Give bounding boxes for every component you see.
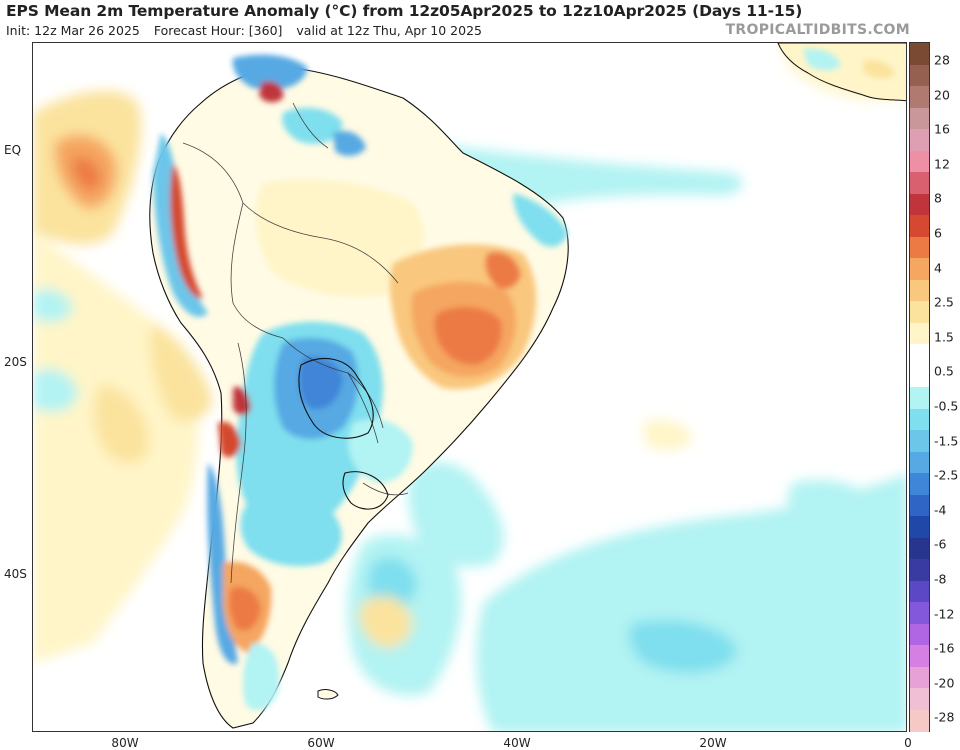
lat-label-40s: 40S: [4, 567, 27, 581]
colorbar-label: -4: [934, 502, 947, 518]
map-title: EPS Mean 2m Temperature Anomaly (°C) fro…: [6, 2, 803, 20]
colorbar-swatch: [910, 365, 929, 388]
colorbar-label: -12: [934, 606, 955, 622]
colorbar-swatch: [910, 623, 929, 646]
map-subtitle: Init: 12z Mar 26 2025 Forecast Hour: [36…: [6, 23, 492, 38]
colorbar-label: -16: [934, 640, 955, 656]
colorbar-label: -2.5: [934, 467, 959, 483]
colorbar-label: -6: [934, 536, 947, 552]
colorbar-label: -0.5: [934, 398, 959, 414]
land-anomaly-layer: [149, 54, 569, 729]
colorbar-swatch: [910, 559, 929, 581]
colorbar-swatch: [910, 86, 929, 108]
colorbar-swatch: [910, 473, 929, 495]
paraguay-outline: [298, 358, 374, 439]
colorbar-swatch: [910, 602, 929, 624]
colorbar-label: 1.5: [934, 329, 954, 345]
colorbar-swatch: [910, 150, 929, 173]
uruguay-outline: [342, 471, 389, 510]
lat-label-eq: EQ: [4, 143, 22, 157]
colorbar-label: 6: [934, 225, 942, 241]
colorbar-label: 0.5: [934, 363, 954, 379]
colorbar-label: -28: [934, 709, 955, 725]
colorbar-label: 2.5: [934, 294, 954, 310]
colorbar-label: -8: [934, 571, 947, 587]
colorbar-swatch: [910, 258, 929, 280]
colorbar-swatch: [910, 494, 929, 517]
colorbar-swatch: [910, 193, 929, 216]
colorbar-swatch: [910, 516, 929, 538]
colorbar-swatch: [910, 236, 929, 259]
colorbar-swatch: [910, 688, 929, 710]
colorbar-label: -1.5: [934, 433, 959, 449]
lon-label-80w: 80W: [111, 736, 139, 750]
ocean-anomaly-layer: [33, 43, 906, 731]
colorbar-swatch: [910, 537, 929, 560]
colorbar-swatch: [910, 107, 929, 130]
country-borders: [182, 102, 409, 584]
colorbar-label: 20: [934, 87, 950, 103]
colorbar-swatch: [910, 301, 929, 323]
colorbar-swatch: [910, 129, 929, 151]
colorbar-swatch: [910, 64, 929, 87]
lat-label-20s: 20S: [4, 355, 27, 369]
init-time: Init: 12z Mar 26 2025: [6, 23, 140, 38]
forecast-hour: Forecast Hour: [360]: [153, 23, 283, 38]
colorbar-swatch: [910, 344, 929, 366]
colorbar-label: 28: [934, 52, 950, 68]
colorbar-swatch: [910, 43, 929, 65]
colorbar-label: 4: [934, 260, 942, 276]
chart-header: EPS Mean 2m Temperature Anomaly (°C) fro…: [0, 0, 960, 42]
colorbar-swatch: [910, 645, 929, 667]
falkland-islands: [317, 689, 339, 700]
colorbar-swatch: [910, 387, 929, 409]
map-svg: [33, 43, 906, 731]
colorbar-swatch: [910, 215, 929, 237]
lon-label-40w: 40W: [503, 736, 531, 750]
colorbar-swatch: [910, 322, 929, 345]
colorbar-label: -20: [934, 675, 955, 691]
colorbar-swatch: [910, 451, 929, 474]
colorbar-swatch: [910, 279, 929, 302]
colorbar-swatch: [910, 408, 929, 431]
lon-label-0: 0: [904, 736, 912, 750]
colorbar-swatch: [910, 172, 929, 194]
colorbar-swatch: [910, 580, 929, 603]
lon-label-60w: 60W: [307, 736, 335, 750]
colorbar-swatch: [910, 666, 929, 689]
valid-time: valid at 12z Thu, Apr 10 2025: [296, 23, 482, 38]
colorbar: [909, 42, 930, 732]
site-credit: TROPICALTIDBITS.COM: [725, 22, 910, 38]
anomaly-map: [32, 42, 907, 732]
colorbar-label: 16: [934, 121, 950, 137]
colorbar-swatch: [910, 709, 929, 732]
colorbar-swatch: [910, 430, 929, 452]
lon-label-20w: 20W: [699, 736, 727, 750]
colorbar-label: 12: [934, 156, 950, 172]
colorbar-label: 8: [934, 190, 942, 206]
